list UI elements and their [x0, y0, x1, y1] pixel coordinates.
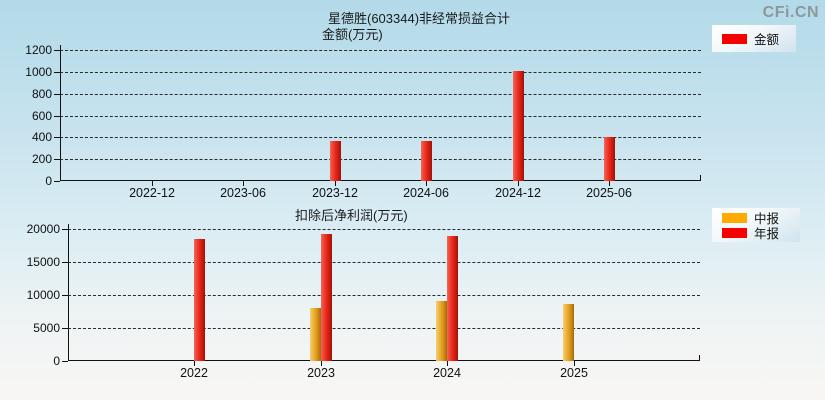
y-tick [54, 159, 60, 160]
x-tick-label: 2023-06 [220, 186, 266, 200]
y-tick [54, 72, 60, 73]
x-tick [243, 181, 244, 186]
y-tick [62, 262, 68, 263]
gridline [60, 72, 701, 73]
bar-年报-2022 [194, 239, 205, 361]
legend-label-interim: 中报 [754, 212, 780, 226]
amount-legend: 金额 [712, 25, 796, 52]
y-tick-label: 10000 [26, 288, 60, 302]
x-axis [68, 360, 700, 361]
x-axis [60, 180, 701, 181]
x-tick [447, 361, 448, 366]
y-tick-label: 400 [31, 130, 52, 144]
y-tick-label: 0 [53, 354, 60, 368]
bar-金额-2023-12 [330, 141, 341, 181]
x-axis-end-tick [699, 355, 700, 360]
bottom-chart-title: 扣除后净利润(万元) [295, 208, 408, 223]
y-tick-label: 1000 [25, 65, 52, 79]
x-tick [194, 361, 195, 366]
x-tick-label: 2022 [180, 366, 208, 380]
x-tick [426, 181, 427, 186]
gridline [68, 262, 700, 263]
y-tick-label: 20000 [26, 222, 60, 236]
legend-row-amount: 金额 [722, 31, 796, 47]
bar-中报-2023 [310, 308, 321, 361]
top-chart-subtitle: 金额(万元) [322, 27, 383, 42]
net-profit-legend: 中报 年报 [712, 208, 800, 242]
y-tick-label: 800 [31, 87, 52, 101]
legend-swatch-annual-icon [722, 227, 747, 238]
x-tick [152, 181, 153, 186]
legend-row-annual: 年报 [722, 225, 800, 241]
gridline [68, 328, 700, 329]
net-profit-chart-plot: 0 5000 10000 15000 20000 2022 2023 2024 2025 [27, 222, 700, 380]
y-tick [62, 295, 68, 296]
legend-label-amount: 金额 [754, 33, 780, 47]
y-tick [54, 50, 60, 51]
gridline [60, 50, 701, 51]
bar-金额-2025-06 [604, 137, 615, 181]
y-tick-label: 0 [45, 174, 52, 188]
x-tick [609, 181, 610, 186]
y-tick-label: 600 [31, 109, 52, 123]
gridline [60, 137, 701, 138]
y-tick [54, 116, 60, 117]
gridline [68, 229, 700, 230]
legend-label-annual: 年报 [754, 227, 780, 241]
x-tick [321, 361, 322, 366]
x-tick-label: 2023-12 [312, 186, 358, 200]
y-tick-label: 5000 [33, 321, 60, 335]
x-axis-end-tick [700, 175, 701, 180]
amount-chart-plot: 0 200 400 600 800 1000 1200 2022-12 2023-06 2023-… [25, 43, 701, 200]
cfi-logo: CFi.CN [762, 4, 819, 21]
x-tick-label: 2023 [307, 366, 335, 380]
x-tick [335, 181, 336, 186]
gridline [68, 295, 700, 296]
legend-swatch-amount-icon [722, 33, 747, 44]
y-axis [68, 224, 69, 361]
bar-金额-2024-12 [513, 71, 524, 181]
gridline [60, 159, 701, 160]
bar-中报-2024 [436, 301, 447, 361]
gridline [60, 116, 701, 117]
y-tick [54, 181, 60, 182]
x-tick-label: 2024-12 [495, 186, 541, 200]
x-tick [574, 361, 575, 366]
gridline [60, 94, 701, 95]
x-tick-label: 2024-06 [403, 186, 449, 200]
y-axis [60, 45, 61, 181]
y-tick [62, 361, 68, 362]
bar-年报-2024 [447, 236, 458, 361]
x-tick-label: 2022-12 [129, 186, 175, 200]
y-tick [62, 229, 68, 230]
x-tick-label: 2025-06 [586, 186, 632, 200]
y-tick-label: 15000 [26, 255, 60, 269]
y-tick-label: 200 [31, 152, 52, 166]
bar-中报-2025 [563, 304, 574, 361]
x-tick-label: 2025 [560, 366, 588, 380]
x-tick-label: 2024 [433, 366, 461, 380]
page-title: 星德胜(603344)非经常损益合计 [328, 11, 511, 26]
x-tick [518, 181, 519, 186]
y-tick [62, 328, 68, 329]
legend-swatch-interim-icon [722, 212, 747, 223]
y-tick [54, 137, 60, 138]
legend-row-interim: 中报 [722, 210, 800, 226]
bar-金额-2024-06 [421, 141, 432, 181]
y-tick-label: 1200 [25, 43, 52, 57]
bar-年报-2023 [321, 234, 332, 361]
y-tick [54, 94, 60, 95]
